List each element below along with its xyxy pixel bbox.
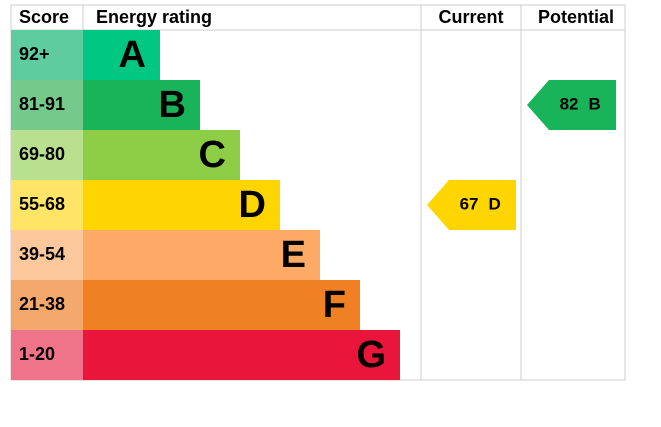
band-bar <box>83 330 400 380</box>
band-score: 69-80 <box>19 144 65 164</box>
score-cell <box>11 130 83 180</box>
band-score: 1-20 <box>19 344 55 364</box>
potential-letter: B <box>589 94 601 113</box>
potential-value: 82 <box>560 94 579 113</box>
band-letter: B <box>159 84 186 126</box>
band-score: 81-91 <box>19 94 65 114</box>
band-letter: E <box>281 234 306 276</box>
band-bar <box>83 180 280 230</box>
band-score: 21-38 <box>19 294 65 314</box>
band-letter: F <box>323 284 346 326</box>
band-bar <box>83 80 200 130</box>
score-cell <box>11 180 83 230</box>
potential-arrow <box>527 80 616 130</box>
current-letter: D <box>489 194 501 213</box>
band-letter: A <box>119 34 146 76</box>
header-rating: Energy rating <box>96 7 212 27</box>
band-letter: G <box>356 334 386 376</box>
band-letter: D <box>239 184 266 226</box>
header-current: Current <box>438 7 503 27</box>
band-bar <box>83 130 240 180</box>
header-potential: Potential <box>538 7 614 27</box>
band-score: 55-68 <box>19 194 65 214</box>
band-bar <box>83 230 320 280</box>
band-score: 92+ <box>19 44 50 64</box>
score-cell <box>11 30 83 80</box>
header-score: Score <box>19 7 69 27</box>
score-cell <box>11 80 83 130</box>
band-letter: C <box>199 134 226 176</box>
score-cell <box>11 280 83 330</box>
score-cell <box>11 330 83 380</box>
band-bar <box>83 280 360 330</box>
band-score: 39-54 <box>19 244 65 264</box>
band-bar <box>83 30 160 80</box>
score-cell <box>11 230 83 280</box>
current-value: 67 <box>460 194 479 213</box>
current-arrow <box>427 180 516 230</box>
